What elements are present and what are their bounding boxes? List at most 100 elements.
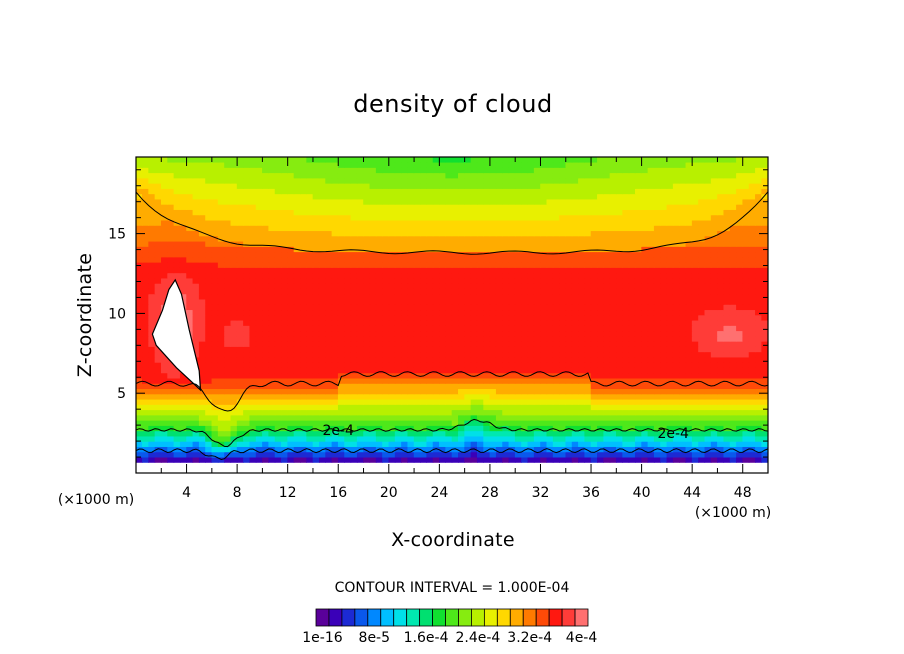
density-cell — [641, 372, 649, 379]
density-cell — [710, 398, 718, 405]
density-cell — [300, 388, 307, 395]
density-cell — [382, 441, 390, 447]
density-cell — [660, 240, 668, 247]
density-cell — [590, 293, 598, 300]
density-cell — [325, 256, 333, 263]
density-cell — [704, 420, 712, 426]
density-cell — [236, 372, 244, 379]
density-cell — [495, 451, 503, 458]
density-cell — [281, 362, 288, 368]
density-cell — [432, 288, 440, 295]
density-cell — [230, 356, 238, 363]
density-cell — [672, 341, 680, 347]
density-cell — [173, 383, 181, 390]
density-cell — [445, 214, 453, 221]
density-cell — [502, 267, 510, 274]
density-cell — [173, 420, 181, 426]
density-cell — [426, 430, 434, 437]
density-cell — [432, 304, 440, 311]
density-cell — [628, 388, 636, 395]
density-cell — [426, 335, 434, 342]
density-cell — [243, 225, 251, 232]
density-cell — [698, 456, 706, 463]
density-cell — [653, 362, 661, 368]
density-cell — [445, 430, 453, 437]
density-cell — [306, 283, 314, 289]
density-cell — [761, 314, 768, 321]
density-cell — [407, 309, 415, 316]
density-cell — [603, 209, 611, 216]
density-cell — [350, 446, 358, 453]
density-cell — [217, 356, 225, 363]
density-cell — [318, 346, 326, 353]
density-cell — [192, 293, 200, 300]
density-cell — [281, 277, 288, 284]
density-cell — [552, 393, 560, 400]
density-cell — [331, 414, 339, 421]
density-cell — [666, 351, 674, 358]
density-cell — [375, 335, 383, 342]
density-cell — [154, 346, 162, 353]
density-cell — [451, 325, 459, 332]
density-cell — [268, 435, 276, 442]
density-cell — [552, 362, 560, 368]
density-cell — [337, 367, 345, 374]
density-cell — [571, 251, 579, 258]
density-cell — [748, 330, 756, 337]
density-cell — [363, 235, 371, 242]
density-cell — [540, 277, 548, 284]
density-cell — [578, 456, 586, 463]
density-cell — [394, 362, 402, 368]
density-cell — [211, 372, 219, 379]
density-cell — [470, 398, 478, 405]
density-cell — [388, 430, 396, 437]
density-cell — [571, 314, 579, 321]
density-cell — [641, 319, 649, 326]
density-cell — [262, 351, 270, 358]
density-cell — [236, 341, 244, 347]
density-cell — [451, 367, 459, 374]
density-cell — [527, 435, 535, 442]
density-cell — [356, 198, 364, 205]
density-cell — [679, 288, 687, 295]
density-cell — [274, 377, 282, 384]
density-cell — [483, 346, 491, 353]
density-cell — [179, 451, 187, 458]
density-cell — [356, 367, 364, 374]
density-cell — [148, 198, 156, 205]
density-cell — [432, 319, 440, 326]
density-cell — [160, 204, 168, 210]
density-cell — [382, 256, 390, 263]
density-cell — [350, 309, 358, 316]
density-cell — [502, 293, 510, 300]
density-cell — [470, 362, 478, 368]
density-cell — [148, 425, 156, 432]
density-cell — [590, 309, 598, 316]
density-cell — [179, 256, 187, 263]
density-cell — [375, 272, 383, 279]
density-cell — [439, 330, 446, 337]
density-cell — [729, 404, 737, 411]
density-cell — [205, 335, 213, 342]
density-cell — [344, 383, 352, 390]
density-cell — [394, 351, 402, 358]
density-cell — [205, 372, 213, 379]
density-cell — [186, 293, 194, 300]
density-cell — [546, 272, 554, 279]
density-cell — [217, 246, 225, 253]
density-cell — [603, 335, 611, 342]
density-cell — [748, 256, 756, 263]
density-cell — [375, 256, 383, 263]
density-cell — [281, 409, 288, 416]
density-cell — [742, 304, 750, 311]
density-cell — [742, 446, 750, 453]
density-cell — [224, 298, 232, 305]
density-cell — [546, 256, 554, 263]
density-cell — [382, 219, 390, 226]
density-cell — [458, 267, 465, 274]
density-cell — [502, 398, 510, 405]
density-cell — [483, 430, 491, 437]
density-cell — [603, 351, 611, 358]
density-cell — [192, 251, 200, 258]
density-cell — [211, 209, 219, 216]
